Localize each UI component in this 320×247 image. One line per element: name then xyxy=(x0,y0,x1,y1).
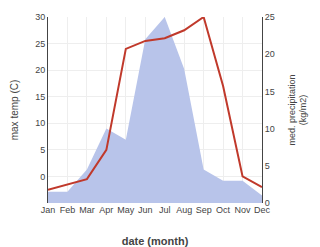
svg-text:Nov: Nov xyxy=(235,205,252,215)
svg-text:5: 5 xyxy=(265,161,270,171)
svg-text:Aug: Aug xyxy=(176,205,192,215)
svg-text:Sep: Sep xyxy=(196,205,212,215)
svg-text:10: 10 xyxy=(35,118,45,128)
svg-text:Apr: Apr xyxy=(99,205,113,215)
svg-text:Feb: Feb xyxy=(60,205,76,215)
svg-text:20: 20 xyxy=(265,49,275,59)
svg-text:15: 15 xyxy=(265,87,275,97)
svg-text:20: 20 xyxy=(35,65,45,75)
svg-text:25: 25 xyxy=(35,39,45,49)
svg-text:med. precipitation(kg/m2): med. precipitation(kg/m2) xyxy=(287,74,309,145)
svg-text:0: 0 xyxy=(265,198,270,208)
svg-text:Oct: Oct xyxy=(216,205,231,215)
svg-text:25: 25 xyxy=(265,12,275,22)
svg-text:Jun: Jun xyxy=(138,205,153,215)
svg-text:max temp (C): max temp (C) xyxy=(9,80,20,141)
svg-text:May: May xyxy=(117,205,135,215)
svg-text:Jul: Jul xyxy=(159,205,171,215)
svg-text:10: 10 xyxy=(265,124,275,134)
svg-text:Dec: Dec xyxy=(254,205,271,215)
svg-text:30: 30 xyxy=(35,12,45,22)
svg-text:5: 5 xyxy=(40,145,45,155)
svg-text:Jan: Jan xyxy=(41,205,56,215)
svg-text:0: 0 xyxy=(40,172,45,182)
svg-text:15: 15 xyxy=(35,92,45,102)
svg-text:Mar: Mar xyxy=(79,205,95,215)
svg-text:date (month): date (month) xyxy=(122,235,189,247)
